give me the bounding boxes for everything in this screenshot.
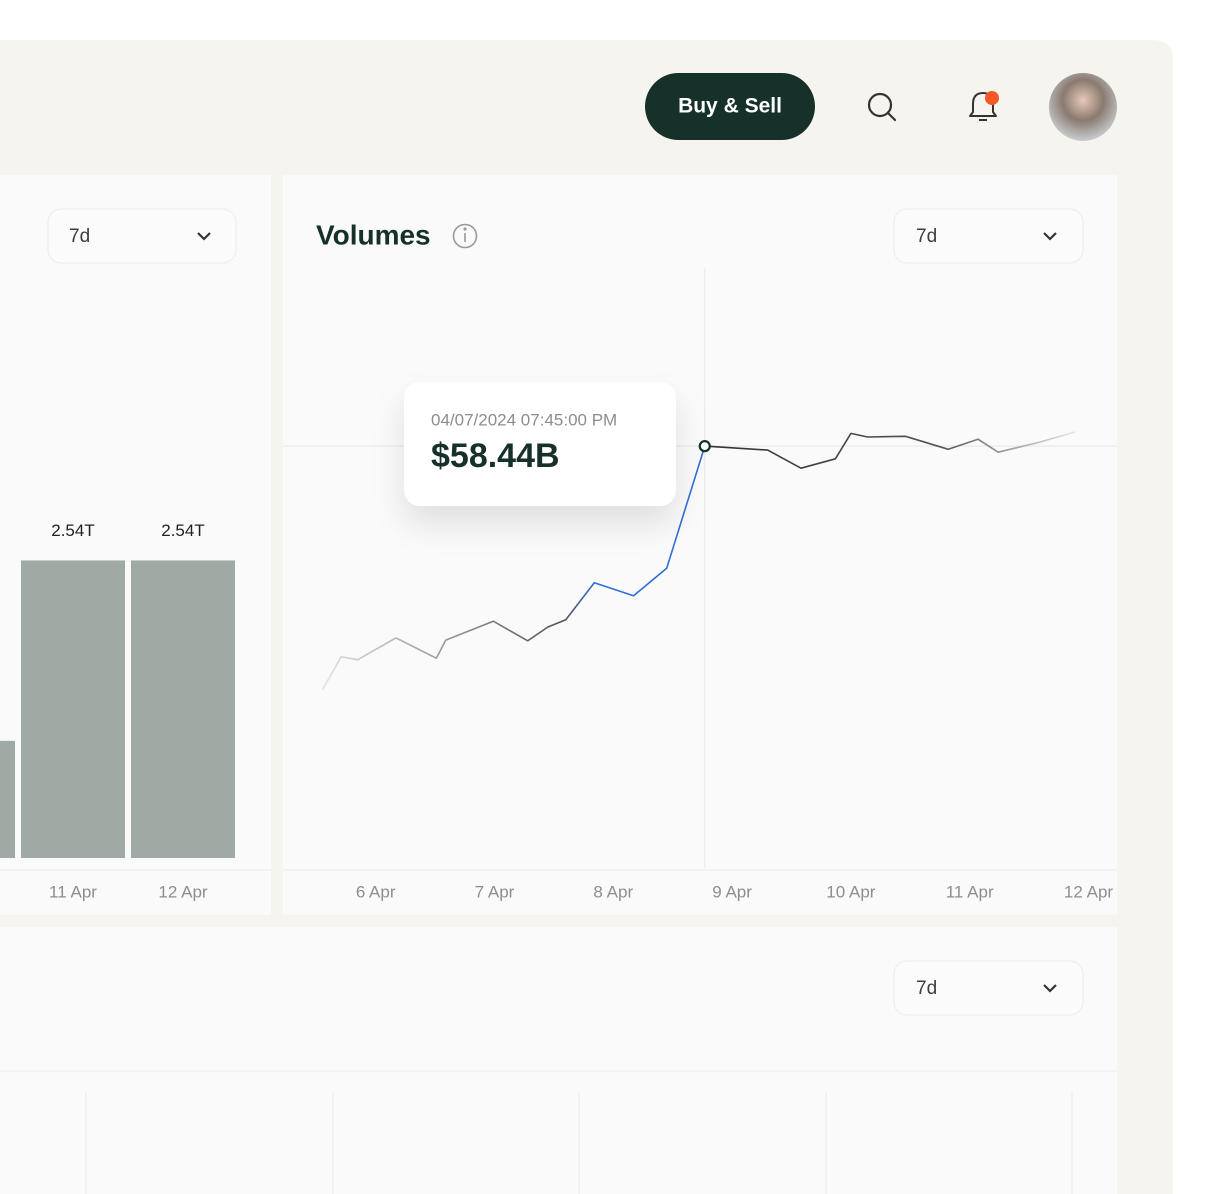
x-tick-label: 8 Apr [593,882,633,901]
bar-value-label: 2.54T [161,521,204,540]
dropdown[interactable]: 7d [893,960,1084,1016]
x-tick-label: 9 Apr [712,882,752,901]
x-tick-label: 12 Apr [1064,882,1113,901]
tooltip: 04/07/2024 07:45:00 PM $58.44B [404,382,676,506]
x-tick-label: 6 Apr [356,882,396,901]
bar-value-label: 2.54T [51,521,94,540]
x-tick-label: 7 Apr [475,882,515,901]
dropdown-value: 7d [69,226,90,247]
volume-line [321,431,1076,691]
x-tick-label: 12 Apr [158,882,207,901]
tooltip-date: 04/07/2024 07:45:00 PM [431,410,617,429]
x-tick-label: 11 Apr [49,882,97,901]
volumes-panel [283,175,1117,915]
avatar[interactable] [1049,73,1117,141]
buy-sell-button[interactable] [645,73,815,140]
bar-chart: 2.54T 11 Apr 2.54T 12 Apr [0,521,235,901]
bar [131,560,235,858]
button-label: Buy & Sell [678,95,782,118]
dropdown-value: 7d [916,978,937,999]
info-icon[interactable] [452,223,478,249]
bottom-grid [0,1070,1117,1194]
x-tick-label: 11 Apr [946,882,994,901]
x-tick-label: 10 Apr [826,882,875,901]
bar [21,560,125,858]
dropdown[interactable]: 7d [893,208,1084,264]
notification-icon[interactable] [969,91,999,121]
search-icon[interactable] [867,92,897,122]
dropdown[interactable]: 7d [47,208,237,264]
bar [0,740,15,858]
highlight-point [698,440,711,453]
chart-title: Volumes [316,219,431,250]
dropdown-value: 7d [916,226,937,247]
tooltip-value: $58.44B [431,437,560,475]
